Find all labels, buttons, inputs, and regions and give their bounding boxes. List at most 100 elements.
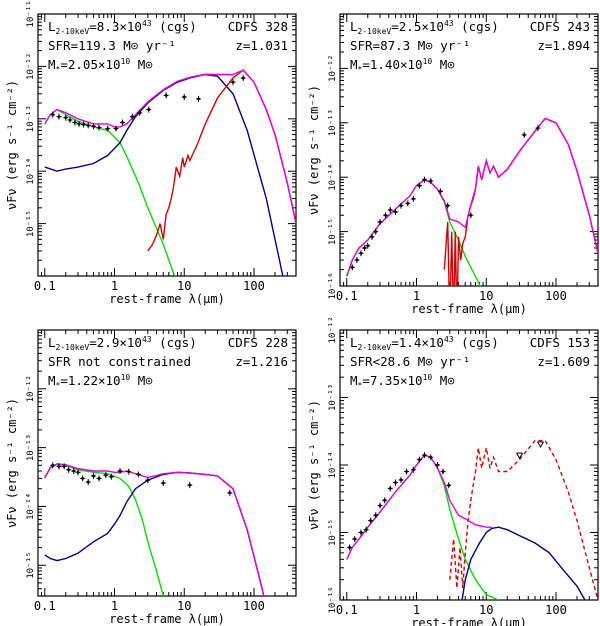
stellar-mass-label: M*​=7.35×1010​ M⊙ [350,373,455,390]
data-point [56,113,62,120]
data-point [240,75,246,82]
data-point [63,114,69,121]
data-point [373,512,379,519]
sfr-label: SFR=87.3 M⊙ yr⁻¹ [350,38,470,53]
sfr-label: SFR=119.3 M⊙ yr⁻¹ [48,38,176,53]
y-tick-label: 10⁻¹⁵ [328,218,338,245]
y-tick-label: 10⁻¹³ [328,384,338,411]
data-point [416,456,422,463]
data-point [67,116,73,123]
series-starburst [147,69,296,252]
data-point [96,124,102,131]
data-point [358,250,364,257]
source-name: CDFS 243 [530,19,590,34]
stellar-mass-label: M*​=1.22×1010​ M⊙ [48,373,153,390]
y-tick-label: 10⁻¹³ [26,434,36,461]
x-tick-label: 10 [177,599,191,613]
data-point [382,497,388,504]
axis-ticks [339,13,599,287]
x-tick-label: 100 [545,603,567,617]
sed-panel-3: 0.1 1 10 100 10⁻¹⁵ 10⁻¹⁴ 10⁻¹³ 10⁻¹² rest-frame … [5,329,297,626]
x-tick-label: 1 [413,603,420,617]
data-point [146,106,152,113]
y-tick-label: 10⁻¹⁵ [26,210,36,237]
data-point [468,212,474,219]
data-point [66,466,72,473]
data-point [435,462,441,468]
data-point [85,479,91,486]
data-point [404,468,410,475]
data-point [181,94,187,101]
data-point [75,469,81,476]
redshift-label: z=1.894 [537,38,590,53]
source-name: CDFS 228 [228,335,288,350]
sed-panel-2: 0.1 1 10 100 10⁻¹⁶ 10⁻¹⁵ 10⁻¹⁴ 10⁻¹³ 10⁻¹² rest-f… [307,13,599,316]
y-tick-label: 10⁻¹³ [328,109,338,136]
plot-frame [339,329,599,601]
plot-frame [339,13,599,287]
data-point [160,480,166,487]
redshift-label: z=1.031 [235,38,288,53]
data-point [421,452,427,459]
data-point [71,468,77,475]
series-group [44,69,296,276]
data-point [137,109,143,116]
data-point [72,119,78,126]
data-point [80,475,86,482]
data-point [393,208,399,215]
y-tick-label: 10⁻¹⁴ [26,493,36,520]
data-point [76,120,82,127]
x-tick-label: 100 [545,289,567,303]
y-tick-label: 10⁻¹⁴ [328,164,338,191]
data-point [145,477,151,484]
stellar-mass-label: M*​=1.40×1010​ M⊙ [350,57,455,74]
x-tick-label: 0.1 [34,279,56,293]
data-point [398,476,404,483]
x-tick-label: 1 [413,289,420,303]
observed-points [50,75,246,132]
luminosity-label: L2-10keV​=8.3×1043​ (cgs) [48,19,197,36]
data-point [393,479,399,486]
data-point [373,228,379,235]
data-point [383,212,389,219]
data-point [387,485,393,492]
sed-panel-4: 0.1 1 10 100 10⁻¹⁶ 10⁻¹⁵ 10⁻¹⁴ 10⁻¹³ 10⁻¹² rest-f… [307,316,599,626]
y-tick-label: 10⁻¹¹ [26,0,36,27]
x-tick-label: 1 [111,599,118,613]
data-point [437,188,443,195]
data-point [354,257,360,264]
data-point [377,219,383,226]
x-tick-label: 10 [177,279,191,293]
data-point [195,95,201,102]
x-tick-label: 100 [243,599,265,613]
data-point [446,482,452,489]
y-axis-label: νFν (erg s⁻¹ cm⁻²) [5,398,19,528]
series-group [44,463,265,596]
y-tick-label: 10⁻¹⁵ [328,519,338,546]
redshift-label: z=1.216 [235,354,288,369]
plot-frame [37,329,297,597]
sed-panel-1: 0.1 1 10 100 10⁻¹⁵ 10⁻¹⁴ 10⁻¹³ 10⁻¹² 10⁻¹¹ rest-f… [5,0,297,306]
x-axis-label: rest-frame λ(μm) [411,616,527,626]
y-axis-label: νFν (erg s⁻¹ cm⁻²) [307,400,321,530]
data-point [440,468,446,475]
stellar-mass-label: M*​=2.05×1010​ M⊙ [48,57,153,74]
data-point [421,176,427,183]
axis-ticks [37,329,297,597]
series-stellar [44,463,165,596]
data-point [56,463,62,470]
observed-points [349,125,541,271]
luminosity-label: L2-10keV​=1.4×1043​ (cgs) [350,335,499,352]
y-tick-label: 10⁻¹³ [26,105,36,132]
data-point [119,119,125,126]
x-tick-label: 0.1 [336,289,358,303]
redshift-label: z=1.609 [537,354,590,369]
data-point [108,473,114,480]
data-point [126,468,132,475]
data-point [410,466,416,473]
data-point [398,202,404,209]
upper-limit-point [516,452,523,460]
y-axis-label: νFν (erg s⁻¹ cm⁻²) [5,80,19,210]
